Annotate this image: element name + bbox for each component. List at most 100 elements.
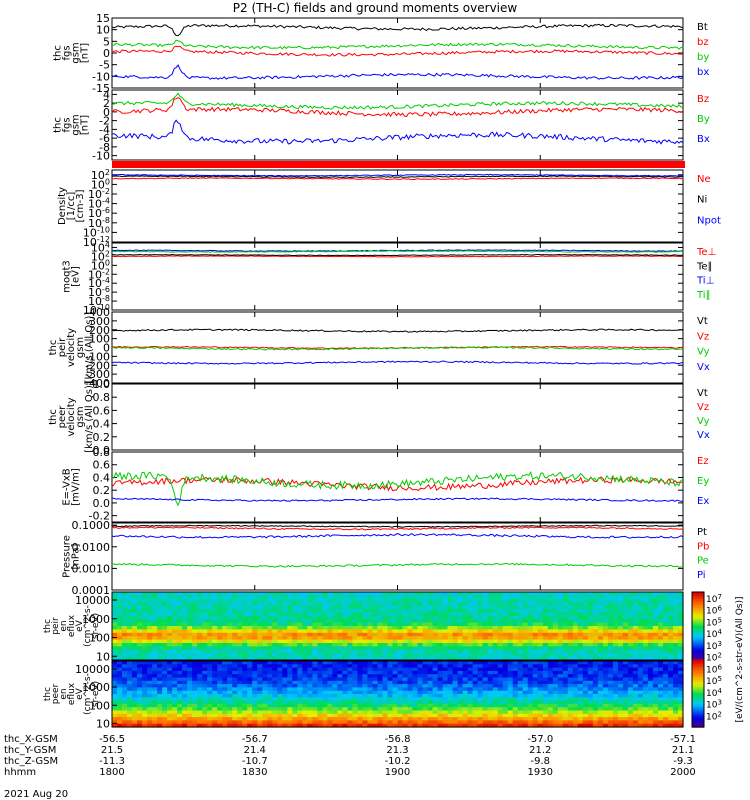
spectrogram-cell <box>392 639 399 644</box>
spectrogram-cell <box>502 677 509 682</box>
spectrogram-cell <box>117 598 123 603</box>
spectrogram-cell <box>417 592 424 596</box>
spectrogram-cell <box>337 687 343 692</box>
spectrogram-cell <box>637 680 644 685</box>
spectrogram-cell <box>642 595 649 600</box>
spectrogram-cell <box>542 592 549 596</box>
spectrogram-cell <box>287 629 293 634</box>
spectrogram-cell <box>557 694 564 698</box>
spectrogram-cell <box>432 598 439 603</box>
spectrogram-cell <box>327 694 333 698</box>
spectrogram-cell <box>177 713 183 718</box>
spectrogram-cell <box>157 649 163 654</box>
spectrogram-cell <box>262 694 268 698</box>
spectrogram-cell <box>347 605 353 610</box>
spectrogram-cell <box>512 622 519 627</box>
spectrogram-cell <box>272 653 278 658</box>
spectrogram-cell <box>312 707 318 712</box>
spectrogram-cell <box>187 629 193 634</box>
spectrogram-cell <box>652 697 659 702</box>
spectrogram-cell <box>663 664 669 669</box>
spectrogram-cell <box>587 595 594 600</box>
spectrogram-cell <box>482 615 489 620</box>
spectrogram-cell <box>322 680 328 685</box>
spectrogram-cell <box>542 595 549 600</box>
spectrogram-cell <box>502 602 509 607</box>
spectrogram-cell <box>607 619 614 624</box>
spectrogram-cell <box>187 687 193 692</box>
spectrogram-cell <box>637 622 644 627</box>
spectrogram-cell <box>492 632 499 637</box>
spectrogram-cell <box>557 713 564 718</box>
spectrogram-cell <box>592 656 599 661</box>
spectrogram-cell <box>557 612 564 617</box>
spectrogram-cell <box>482 710 489 715</box>
spectrogram-cell <box>658 609 664 613</box>
spectrogram-cell <box>282 667 288 672</box>
spectrogram-cell <box>532 723 539 728</box>
spectrogram-cell <box>157 707 163 712</box>
spectrogram-cell <box>492 674 499 679</box>
spectrogram-cell <box>572 622 579 627</box>
spectrogram-cell <box>377 639 384 644</box>
spectrogram-cell <box>627 710 634 715</box>
spectrogram-cell <box>287 710 293 715</box>
spectrogram-cell <box>372 649 379 654</box>
spectrogram-cell <box>177 707 183 712</box>
spectrogram-cell <box>307 664 313 669</box>
series-line <box>111 253 684 257</box>
spectrogram-cell <box>147 612 153 617</box>
spectrogram-cell <box>577 602 584 607</box>
colorbar-cell <box>692 664 704 667</box>
spectrogram-cell <box>542 684 549 688</box>
spectrogram-cell <box>522 643 529 647</box>
spectrogram-cell <box>152 612 158 617</box>
spectrogram-cell <box>467 639 474 644</box>
spectrogram-cell <box>112 664 118 669</box>
spectrogram-cell <box>452 609 459 613</box>
spectrogram-cell <box>122 713 128 718</box>
spectrogram-cell <box>377 677 384 682</box>
spectrogram-cell <box>167 643 173 647</box>
spectrogram-cell <box>412 661 419 665</box>
spectrogram-cell <box>532 710 539 715</box>
spectrogram-cell <box>567 674 574 679</box>
colorbar-cell <box>692 623 704 627</box>
spectrogram-cell <box>597 646 604 651</box>
spectrogram-cell <box>382 690 389 695</box>
spectrogram-cell <box>362 700 368 705</box>
spectrogram-cell <box>392 605 399 610</box>
spectrogram-cell <box>587 690 594 695</box>
spectrogram-cell <box>442 674 449 679</box>
spectrogram-cell <box>297 670 303 675</box>
spectrogram-cell <box>627 703 634 708</box>
spectrogram-cell <box>422 690 429 695</box>
spectrogram-cell <box>237 656 243 661</box>
colorbar-cell <box>692 691 704 694</box>
spectrogram-cell <box>592 723 599 728</box>
spectrogram-cell <box>387 723 394 728</box>
spectrogram-cell <box>532 677 539 682</box>
spectrogram-cell <box>537 626 544 630</box>
spectrogram-cell <box>552 653 559 658</box>
spectrogram-cell <box>617 602 624 607</box>
spectrogram-cell <box>527 609 534 613</box>
spectrogram-cell <box>427 605 434 610</box>
spectrogram-cell <box>673 605 679 610</box>
spectrogram-cell <box>658 622 664 627</box>
spectrogram-cell <box>547 646 554 651</box>
spectrogram-cell <box>137 720 143 725</box>
spectrogram-cell <box>627 632 634 637</box>
spectrogram-cell <box>312 694 318 698</box>
spectrogram-cell <box>437 626 444 630</box>
spectrogram-cell <box>322 656 328 661</box>
spectrogram-cell <box>622 710 629 715</box>
spectrogram-cell <box>292 703 298 708</box>
spectrogram-cell <box>237 595 243 600</box>
spectrogram-cell <box>637 656 644 661</box>
spectrogram-cell <box>627 629 634 634</box>
spectrogram-cell <box>112 643 118 647</box>
spectrogram-cell <box>617 643 624 647</box>
spectrogram-cell <box>592 598 599 603</box>
spectrogram-cell <box>347 713 353 718</box>
